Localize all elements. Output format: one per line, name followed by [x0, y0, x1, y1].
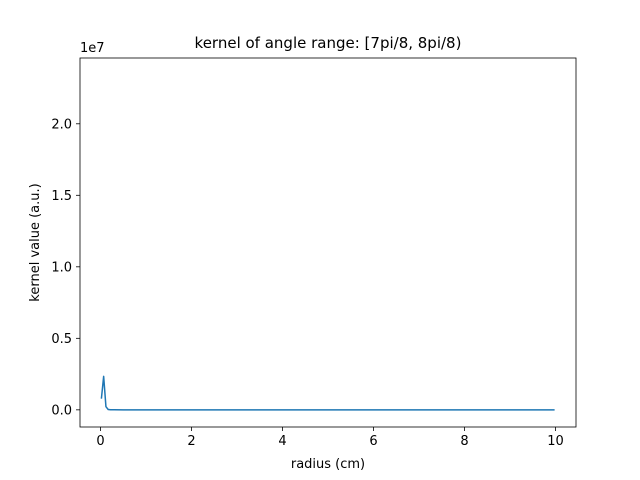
- y-tick-label: 1.0: [51, 260, 72, 275]
- x-axis-ticks: 0 2 4 6 8 10: [96, 427, 564, 449]
- plot-frame: [79, 57, 577, 428]
- y-tick-label: 0.0: [51, 403, 72, 418]
- y-tick-label: 2.0: [51, 117, 72, 132]
- x-tick-label: 10: [547, 434, 564, 449]
- y-tick-label: 1.5: [51, 189, 72, 204]
- x-tick-label: 4: [278, 434, 286, 449]
- x-tick-label: 0: [96, 434, 104, 449]
- plot-marks: [100, 375, 555, 411]
- chart-title: kernel of angle range: [7pi/8, 8pi/8): [195, 34, 462, 52]
- y-offset-label: 1e7: [80, 41, 105, 56]
- x-axis-title: radius (cm): [291, 457, 365, 472]
- x-tick-label: 8: [460, 434, 468, 449]
- y-tick-label: 0.5: [51, 332, 72, 347]
- y-axis-title: kernel value (a.u.): [28, 183, 43, 301]
- x-tick-label: 2: [187, 434, 195, 449]
- series-line-0: [100, 375, 555, 411]
- x-tick-label: 6: [369, 434, 377, 449]
- y-axis-ticks: 0.0 0.5 1.0 1.5 2.0: [51, 117, 80, 418]
